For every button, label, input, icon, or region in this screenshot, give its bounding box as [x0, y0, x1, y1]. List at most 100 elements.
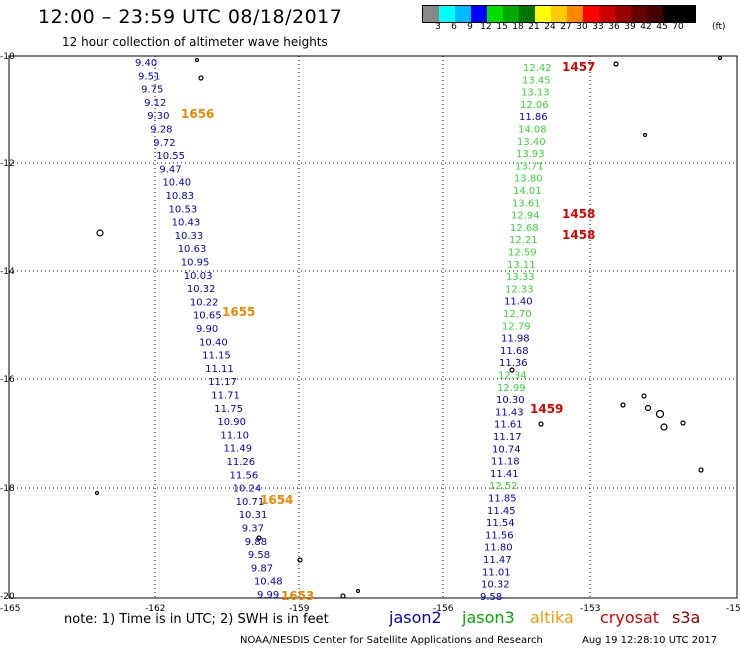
scale-label: 36 [608, 22, 620, 32]
scale-label: 24 [544, 22, 556, 32]
right-track-value: 13.45 [522, 75, 551, 86]
left-track-value: 10.83 [166, 191, 195, 202]
left-track-value: 11.56 [230, 470, 259, 481]
left-track-value: 10.33 [175, 231, 204, 242]
scale-swatch [551, 6, 567, 22]
left-track-value: 11.10 [220, 430, 249, 441]
island-outline [94, 490, 100, 496]
left-track-value: 11.11 [205, 364, 234, 375]
scale-swatch [583, 6, 599, 22]
scale-label: 70 [672, 22, 684, 32]
left-track-value: 11.49 [223, 444, 252, 455]
scale-label: 21 [528, 22, 540, 32]
scale-swatch [567, 6, 583, 22]
right-track-value: 10.32 [481, 580, 510, 591]
lon-tick-label: -162 [145, 604, 165, 614]
right-track-value: 11.36 [499, 358, 528, 369]
scale-swatch [631, 6, 647, 22]
right-track-value: 11.98 [501, 334, 530, 345]
left-track-value: 9.37 [242, 524, 264, 535]
scale-swatch [503, 6, 519, 22]
right-track-value: 12.68 [510, 223, 539, 234]
island-outline [641, 393, 647, 399]
right-track-value: 11.61 [494, 420, 523, 431]
lat-tick-label: -18 [0, 484, 15, 494]
scale-swatch [599, 6, 615, 22]
legend-jason2: jason2 [389, 608, 442, 627]
lon-tick-label: -165 [0, 604, 20, 614]
right-track-value: 13.13 [521, 88, 550, 99]
left-track-value: 10.63 [178, 244, 207, 255]
right-track-value: 12.33 [505, 284, 534, 295]
right-track-value: 13.80 [514, 174, 543, 185]
left-track-time: 1654 [260, 493, 293, 507]
island-outline [96, 229, 104, 237]
left-track-value: 10.48 [254, 577, 283, 588]
scale-label: 9 [467, 22, 473, 32]
credit-line: NOAA/NESDIS Center for Satellite Applica… [240, 635, 543, 646]
right-track-value: 11.56 [485, 530, 514, 541]
scale-swatch [679, 6, 695, 22]
scale-swatch [423, 6, 439, 22]
scale-label: 42 [640, 22, 652, 32]
scale-swatch [471, 6, 487, 22]
left-track-value: 10.24 [233, 484, 262, 495]
left-track-value: 9.12 [144, 98, 166, 109]
island-outline [655, 409, 665, 419]
right-track-value: 13.11 [507, 260, 536, 271]
left-track-value: 11.71 [211, 391, 240, 402]
right-track-value: 12.21 [509, 235, 538, 246]
right-track-value: 11.80 [484, 543, 513, 554]
left-track-value: 10.32 [187, 284, 216, 295]
lon-tick-label: -15 [726, 604, 740, 614]
scale-label: 39 [624, 22, 636, 32]
lat-tick-label: -16 [0, 375, 15, 385]
left-track-value: 9.51 [138, 71, 160, 82]
island-outline [509, 367, 515, 373]
left-track-value: 9.28 [150, 125, 172, 136]
right-track-value: 11.47 [483, 555, 512, 566]
right-track-value: 12.79 [502, 321, 531, 332]
island-outline [198, 75, 204, 81]
left-track-value: 9.47 [159, 164, 181, 175]
right-track-value: 10.30 [496, 395, 525, 406]
right-track-time: 1458 [562, 207, 595, 221]
left-track-value: 10.40 [162, 178, 191, 189]
right-track-time: 1457 [562, 60, 595, 74]
left-track-value: 10.71 [236, 497, 265, 508]
scale-label: 33 [592, 22, 604, 32]
scale-swatch [663, 6, 679, 22]
right-track-value: 11.18 [491, 457, 520, 468]
right-track-value: 12.94 [511, 211, 540, 222]
lat-tick-label: -12 [0, 159, 15, 169]
right-track-value: 12.70 [503, 309, 532, 320]
left-track-value: 10.03 [184, 271, 213, 282]
footnote: note: 1) Time is in UTC; 2) SWH is in fe… [64, 612, 329, 627]
island-outline [340, 593, 346, 599]
left-track-value: 10.53 [169, 204, 198, 215]
right-track-time: 1458 [562, 228, 595, 242]
scale-label: 45 [656, 22, 668, 32]
left-track-time: 1656 [181, 107, 214, 121]
left-track-value: 10.95 [181, 258, 210, 269]
left-track-value: 9.72 [153, 138, 175, 149]
left-track-value: 10.31 [239, 510, 268, 521]
scale-swatch [535, 6, 551, 22]
lat-tick-label: -20 [0, 592, 15, 602]
right-track-value: 11.43 [495, 407, 524, 418]
right-track-value: 11.85 [488, 494, 517, 505]
scale-swatch [455, 6, 471, 22]
left-track-time: 1653 [281, 589, 314, 603]
right-track-value: 13.33 [506, 272, 535, 283]
legend-s3a: s3a [672, 608, 701, 627]
left-track-value: 9.90 [196, 324, 218, 335]
page-subtitle: 12 hour collection of altimeter wave hei… [62, 35, 328, 49]
scale-swatch [615, 6, 631, 22]
island-outline [194, 57, 200, 63]
color-scale [422, 5, 696, 23]
island-outline [613, 61, 619, 67]
island-outline [355, 588, 361, 594]
right-track-value: 9.58 [480, 592, 502, 603]
scale-label: 15 [496, 22, 508, 32]
